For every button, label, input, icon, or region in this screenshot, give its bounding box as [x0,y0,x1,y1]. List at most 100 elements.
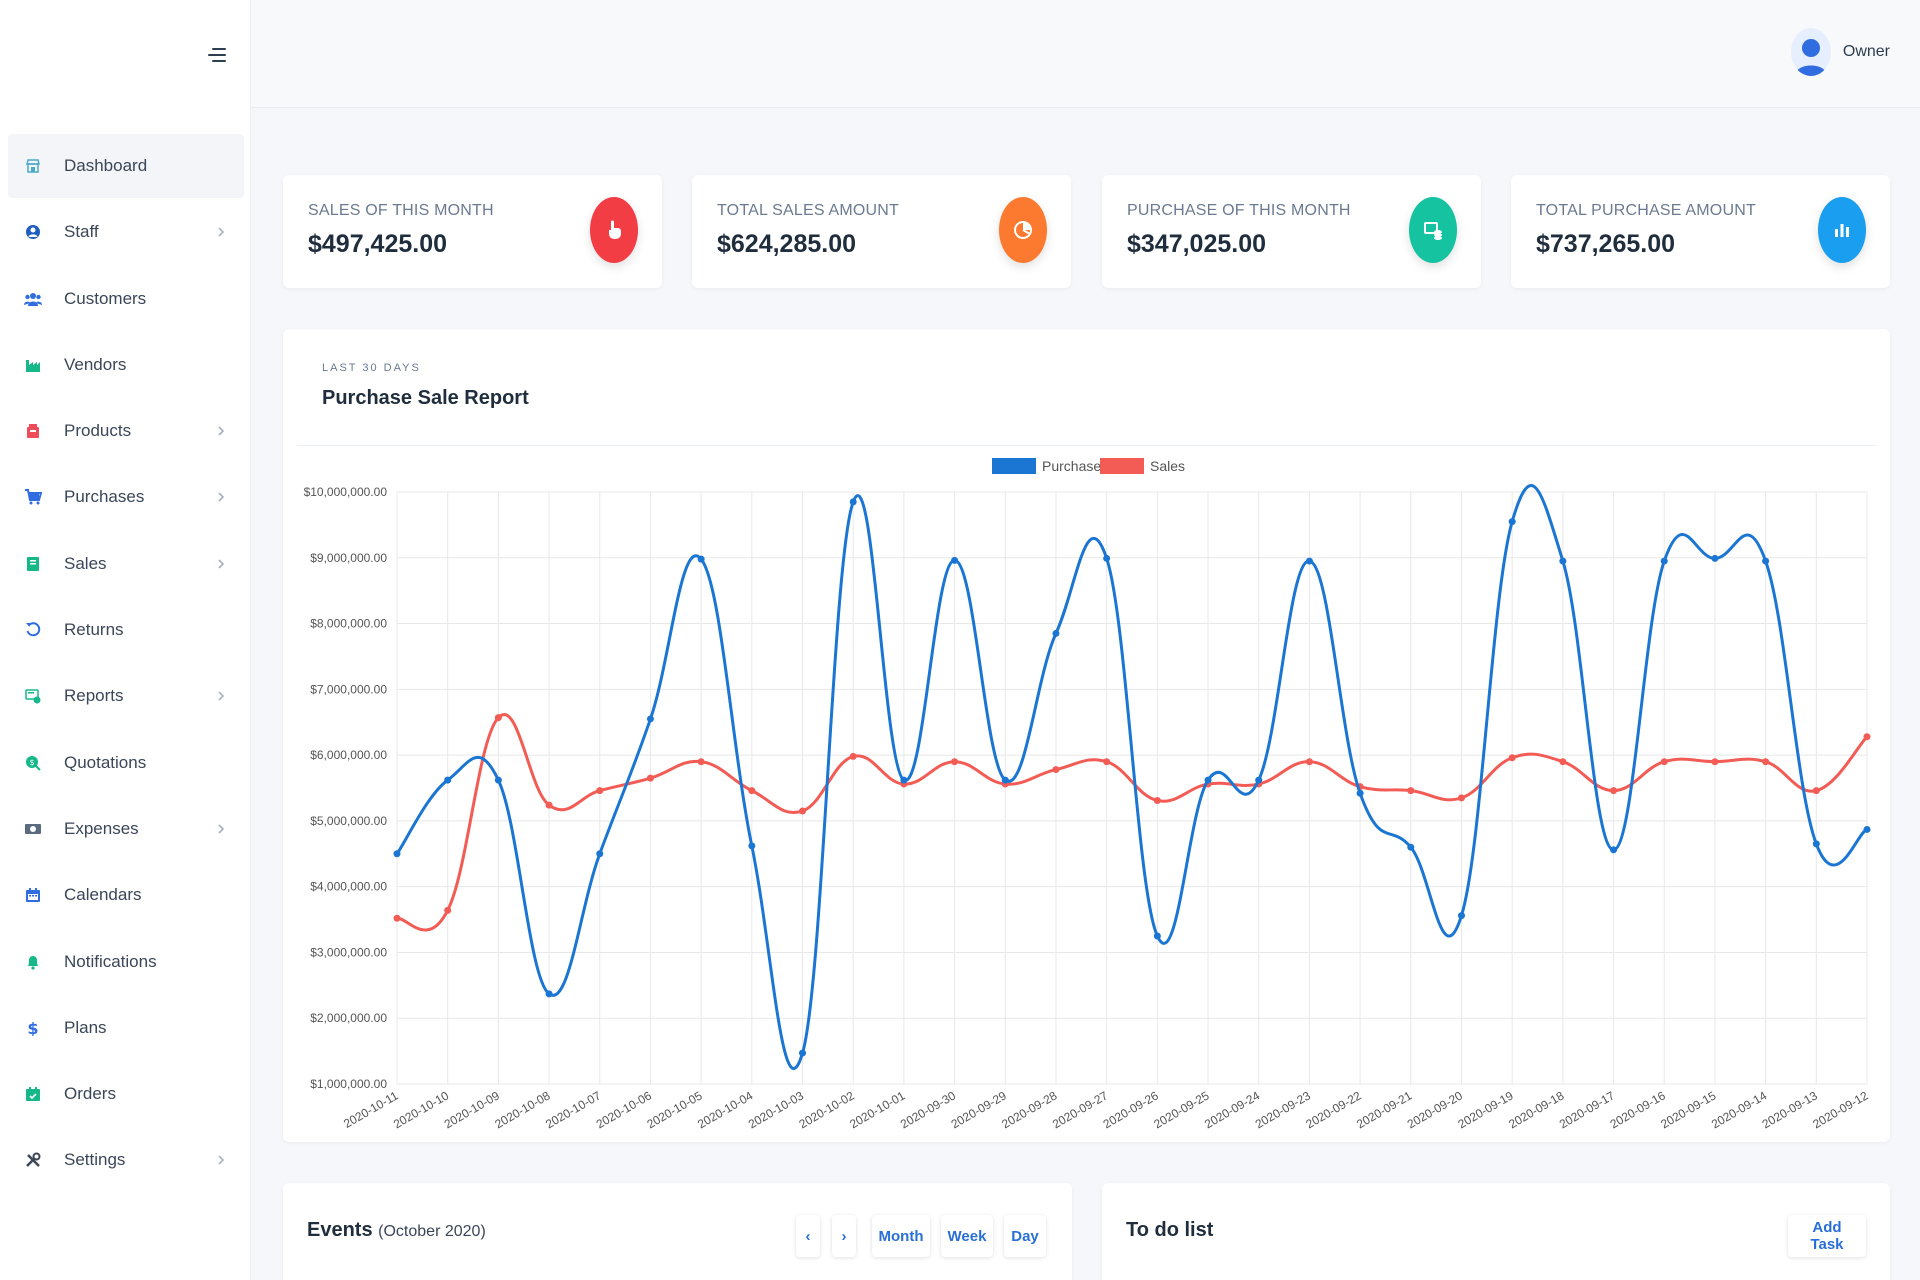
tools-icon [24,1151,42,1169]
data-point-sales[interactable] [849,752,857,760]
data-point-sales[interactable] [1305,758,1313,766]
sidebar-item-dashboard[interactable]: Dashboard [8,134,244,198]
data-point-purchase[interactable] [951,556,959,564]
prev-button[interactable]: ‹ [796,1215,820,1257]
data-point-sales[interactable] [646,774,654,782]
data-point-purchase[interactable] [646,715,654,723]
sidebar-item-plans[interactable]: $ Plans [8,996,244,1060]
next-button[interactable]: › [832,1215,856,1257]
data-point-purchase[interactable] [393,850,401,858]
data-point-sales[interactable] [799,807,807,815]
x-tick-label: 2020-10-05 [644,1088,704,1131]
data-point-purchase[interactable] [1559,557,1567,565]
data-point-sales[interactable] [1052,766,1060,774]
sidebar-item-orders[interactable]: Orders [8,1062,244,1126]
sidebar-item-calendars[interactable]: Calendars [8,863,244,927]
day-view-button[interactable]: Day [1004,1215,1046,1257]
data-point-sales[interactable] [596,787,604,795]
sidebar-item-vendors[interactable]: Vendors [8,333,244,397]
menu-toggle-icon[interactable] [208,46,228,64]
data-point-purchase[interactable] [1305,557,1313,565]
data-point-purchase[interactable] [444,776,452,784]
data-point-sales[interactable] [1610,787,1618,795]
data-point-purchase[interactable] [900,776,908,784]
store-icon [24,157,42,175]
data-point-sales[interactable] [494,714,502,722]
users-icon [24,290,42,308]
y-tick-label: $3,000,000.00 [310,945,387,959]
month-view-button[interactable]: Month [872,1215,930,1257]
data-point-sales[interactable] [545,801,553,809]
data-point-purchase[interactable] [849,498,857,506]
data-point-purchase[interactable] [1052,629,1060,637]
events-title: Events (October 2020) [307,1219,486,1242]
data-point-purchase[interactable] [494,776,502,784]
data-point-sales[interactable] [1559,758,1567,766]
week-view-button[interactable]: Week [941,1215,993,1257]
data-point-sales[interactable] [748,787,756,795]
data-point-sales[interactable] [951,758,959,766]
chevron-right-icon [214,689,228,703]
data-point-purchase[interactable] [1812,840,1820,848]
data-point-sales[interactable] [1508,754,1516,762]
data-point-sales[interactable] [1812,787,1820,795]
data-point-sales[interactable] [1153,796,1161,804]
data-point-purchase[interactable] [1457,912,1465,920]
data-point-purchase[interactable] [1660,557,1668,565]
data-point-purchase[interactable] [1610,846,1618,854]
data-point-sales[interactable] [1407,787,1415,795]
data-point-purchase[interactable] [1711,554,1719,562]
x-tick-label: 2020-10-07 [543,1088,603,1131]
sidebar-item-sales[interactable]: Sales [8,532,244,596]
data-point-purchase[interactable] [1356,789,1364,797]
dollar-icon: $ [24,1019,42,1037]
data-point-purchase[interactable] [1153,932,1161,940]
data-point-purchase[interactable] [596,850,604,858]
data-point-sales[interactable] [697,758,705,766]
sidebar-item-customers[interactable]: Customers [8,267,244,331]
legend-swatch-purchase[interactable] [992,458,1036,474]
data-point-sales[interactable] [393,914,401,922]
legend-label-sales[interactable]: Sales [1150,458,1185,474]
data-point-purchase[interactable] [1863,825,1871,833]
data-point-purchase[interactable] [545,990,553,998]
data-point-purchase[interactable] [1407,843,1415,851]
sidebar-item-label: Customers [64,288,147,308]
sidebar-item-notifications[interactable]: Notifications [8,930,244,994]
data-point-purchase[interactable] [697,555,705,563]
data-point-purchase[interactable] [748,842,756,850]
box-icon [24,422,42,440]
data-point-purchase[interactable] [1255,776,1263,784]
sidebar-item-staff[interactable]: Staff [8,200,244,264]
legend-swatch-sales[interactable] [1100,458,1144,474]
data-point-purchase[interactable] [1103,554,1111,562]
sidebar-item-label: Plans [64,1017,107,1037]
data-point-purchase[interactable] [1508,518,1516,526]
x-tick-label: 2020-09-29 [949,1088,1009,1131]
sidebar-item-expenses[interactable]: Expenses [8,797,244,861]
add-task-button[interactable]: Add Task [1788,1215,1866,1257]
data-point-purchase[interactable] [1001,776,1009,784]
sidebar-item-products[interactable]: Products [8,399,244,463]
data-point-sales[interactable] [1660,758,1668,766]
data-point-purchase[interactable] [1204,776,1212,784]
sidebar-item-settings[interactable]: Settings [8,1128,244,1192]
data-point-sales[interactable] [1711,758,1719,766]
data-point-sales[interactable] [1103,758,1111,766]
data-point-sales[interactable] [1762,758,1770,766]
x-tick-label: 2020-10-11 [341,1088,401,1131]
sidebar-item-quotations[interactable]: $ Quotations [8,731,244,795]
data-point-sales[interactable] [1457,794,1465,802]
data-point-sales[interactable] [1863,733,1871,741]
sidebar-item-reports[interactable]: Reports [8,664,244,728]
data-point-purchase[interactable] [799,1049,807,1057]
legend-label-purchase[interactable]: Purchase [1042,458,1101,474]
data-point-purchase[interactable] [1762,557,1770,565]
stat-value: $497,425.00 [308,230,448,258]
user-menu[interactable]: Owner [1790,28,1890,76]
book-icon [24,555,42,573]
sidebar-item-returns[interactable]: Returns [8,598,244,662]
data-point-sales[interactable] [444,906,452,914]
y-tick-label: $7,000,000.00 [310,682,387,696]
sidebar-item-purchases[interactable]: Purchases [8,465,244,529]
